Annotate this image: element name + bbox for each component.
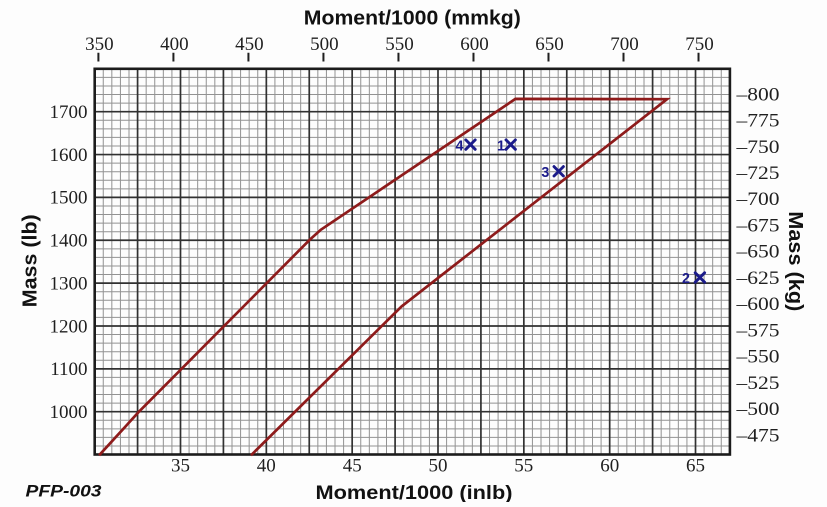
svg-text:–650: –650 xyxy=(735,242,779,263)
svg-text:–525: –525 xyxy=(735,373,779,394)
svg-text:–725: –725 xyxy=(735,163,779,184)
svg-text:–475: –475 xyxy=(735,425,779,446)
svg-text:–625: –625 xyxy=(735,268,779,289)
svg-text:3: 3 xyxy=(541,165,549,181)
svg-text:–550: –550 xyxy=(735,347,779,368)
svg-text:1300: 1300 xyxy=(50,273,88,294)
svg-text:450: 450 xyxy=(235,34,264,55)
svg-text:650: 650 xyxy=(535,34,564,55)
svg-text:Mass (kg): Mass (kg) xyxy=(784,211,806,311)
svg-text:1: 1 xyxy=(497,139,505,155)
svg-text:–775: –775 xyxy=(735,111,779,132)
svg-text:Moment/1000 (mmkg): Moment/1000 (mmkg) xyxy=(304,7,521,29)
svg-text:45: 45 xyxy=(343,456,362,477)
svg-text:1100: 1100 xyxy=(50,359,87,380)
svg-text:35: 35 xyxy=(171,456,190,477)
svg-text:Mass (lb): Mass (lb) xyxy=(20,214,42,307)
svg-text:550: 550 xyxy=(385,34,414,55)
svg-text:1200: 1200 xyxy=(50,316,88,337)
svg-text:–500: –500 xyxy=(735,399,779,420)
svg-text:–800: –800 xyxy=(735,84,779,105)
svg-text:700: 700 xyxy=(610,34,639,55)
svg-text:600: 600 xyxy=(460,34,489,55)
svg-text:–750: –750 xyxy=(735,137,779,158)
svg-text:1600: 1600 xyxy=(50,145,88,166)
svg-text:–675: –675 xyxy=(735,215,779,236)
svg-text:–600: –600 xyxy=(735,294,779,315)
svg-text:400: 400 xyxy=(160,34,189,55)
svg-text:–575: –575 xyxy=(735,320,779,341)
svg-text:2: 2 xyxy=(682,271,690,287)
svg-text:350: 350 xyxy=(85,34,114,55)
svg-text:1000: 1000 xyxy=(50,402,88,423)
svg-text:Moment/1000 (inlb): Moment/1000 (inlb) xyxy=(316,483,513,502)
svg-text:65: 65 xyxy=(686,456,705,477)
svg-text:55: 55 xyxy=(514,456,533,477)
svg-text:–700: –700 xyxy=(735,189,779,210)
svg-text:60: 60 xyxy=(600,456,619,477)
svg-text:750: 750 xyxy=(685,34,714,55)
svg-text:4: 4 xyxy=(456,139,464,155)
svg-text:500: 500 xyxy=(310,34,339,55)
svg-text:1700: 1700 xyxy=(50,102,88,123)
svg-text:1400: 1400 xyxy=(50,231,88,252)
svg-text:50: 50 xyxy=(429,456,448,477)
svg-text:PFP-003: PFP-003 xyxy=(26,482,102,500)
svg-text:1500: 1500 xyxy=(50,188,88,209)
svg-text:40: 40 xyxy=(257,456,276,477)
